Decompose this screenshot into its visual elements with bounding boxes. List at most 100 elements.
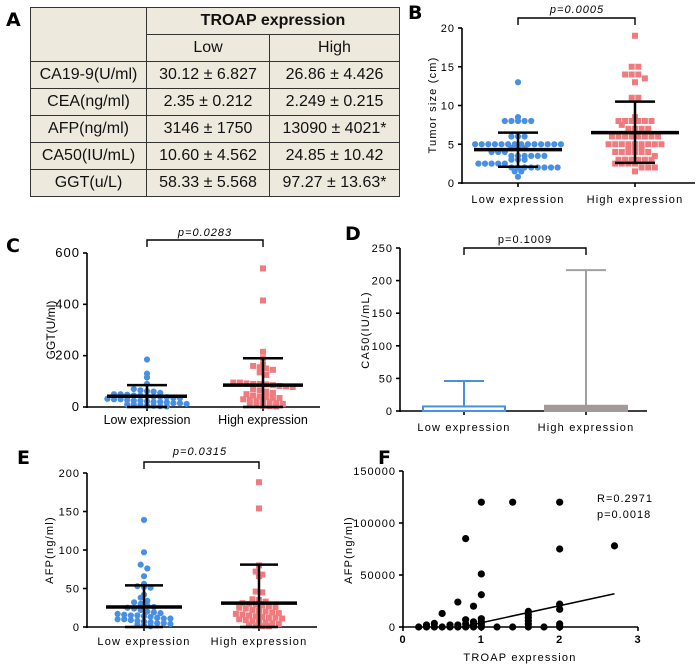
data-point <box>249 607 256 614</box>
data-point <box>645 164 652 171</box>
x-category-label: High expression <box>211 636 308 648</box>
data-point <box>260 265 266 272</box>
data-point <box>260 348 266 355</box>
data-point <box>488 160 495 167</box>
cell-high: 26.86 ± 4.426 <box>269 61 400 89</box>
data-point <box>531 141 538 148</box>
row-label: GGT(u/L) <box>30 169 147 197</box>
data-point <box>514 79 522 86</box>
data-point <box>605 141 612 148</box>
data-point <box>622 118 629 124</box>
panel-label-e: E <box>17 447 30 469</box>
data-point <box>147 613 154 621</box>
marker-table: TROAP expression Low High CA19-9(U/ml) 3… <box>30 7 400 197</box>
bar <box>422 405 506 413</box>
data-point <box>256 505 262 512</box>
data-point <box>232 610 239 617</box>
panel-b-chart: p=0.0005 Tumor size (cm) Low expression … <box>427 4 695 206</box>
data-point <box>556 545 564 553</box>
data-point <box>154 614 161 621</box>
cell-low: 10.60 ± 4.562 <box>146 142 270 170</box>
data-point <box>557 141 565 148</box>
data-point <box>454 621 462 629</box>
data-point <box>230 379 237 386</box>
data-point <box>252 588 259 595</box>
data-point <box>521 156 528 163</box>
data-point <box>477 570 485 578</box>
data-point <box>279 615 286 622</box>
data-point <box>635 133 642 140</box>
data-point <box>144 565 151 572</box>
r-value-label: R=0.2971 <box>597 493 653 505</box>
data-point <box>260 297 266 304</box>
data-point <box>438 623 446 631</box>
data-point <box>622 133 629 140</box>
data-point <box>259 589 266 596</box>
data-point <box>253 401 260 408</box>
data-point <box>493 623 501 631</box>
data-point <box>140 516 148 524</box>
data-point <box>469 602 478 610</box>
y-axis-label: AFP(ng/ml) <box>343 516 355 584</box>
data-point <box>481 160 489 167</box>
y-tick-label: 0 <box>72 399 80 414</box>
y-tick-label: 100 <box>59 545 80 557</box>
data-point <box>658 141 665 148</box>
p-value-label: p=0.1009 <box>498 234 552 246</box>
data-point <box>541 164 548 171</box>
p-value-label: p=0.0005 <box>549 4 604 16</box>
y-tick-label: 10 <box>441 101 455 113</box>
table-row: GGT(u/L) 58.33 ± 5.568 97.27 ± 13.63* <box>30 169 400 197</box>
data-point <box>144 608 151 615</box>
data-point <box>252 568 259 575</box>
data-point <box>265 603 272 610</box>
panel-label-b: B <box>408 2 422 24</box>
data-point <box>521 133 528 140</box>
data-point <box>124 396 131 403</box>
data-point <box>635 63 642 70</box>
data-point <box>263 365 270 372</box>
data-point <box>262 608 269 615</box>
table-row: CA19-9(U/ml) 30.12 ± 6.827 26.86 ± 4.426 <box>30 61 400 89</box>
data-point <box>641 133 648 140</box>
data-point <box>269 389 276 396</box>
data-point <box>430 619 438 627</box>
data-point <box>477 622 485 630</box>
data-point <box>266 399 273 406</box>
data-point <box>648 133 655 140</box>
data-point <box>140 549 148 556</box>
table-corner-cell <box>30 7 147 62</box>
data-point <box>638 141 645 148</box>
data-point <box>632 168 638 175</box>
table-group-header: TROAP expression <box>146 7 400 35</box>
data-point <box>648 156 655 163</box>
data-point <box>628 71 635 78</box>
data-point <box>276 395 283 402</box>
data-point <box>243 391 250 398</box>
y-tick-label: 100 <box>372 341 393 353</box>
data-point <box>645 125 652 132</box>
data-point <box>256 369 263 376</box>
data-point <box>246 621 253 628</box>
x-category-label: High expression <box>218 413 308 427</box>
data-point <box>641 156 648 163</box>
data-point <box>501 160 508 167</box>
y-tick-label: 0 <box>73 622 80 634</box>
data-point <box>638 164 645 171</box>
data-point <box>632 79 638 86</box>
data-point <box>246 396 253 403</box>
data-point <box>641 118 648 124</box>
y-tick-label: 0 <box>389 622 396 634</box>
data-point <box>625 125 632 132</box>
data-point <box>256 479 262 486</box>
data-point <box>242 617 249 624</box>
data-point <box>625 149 632 155</box>
data-point <box>610 542 619 550</box>
data-point <box>615 156 622 163</box>
y-tick-label: 50 <box>66 584 80 596</box>
y-axis-label: Tumor size (cm) <box>427 56 439 153</box>
p-value-label: p=0.0018 <box>597 509 651 521</box>
data-point <box>131 599 138 606</box>
data-point <box>485 141 492 148</box>
row-label: CEA(ng/ml) <box>30 88 147 116</box>
